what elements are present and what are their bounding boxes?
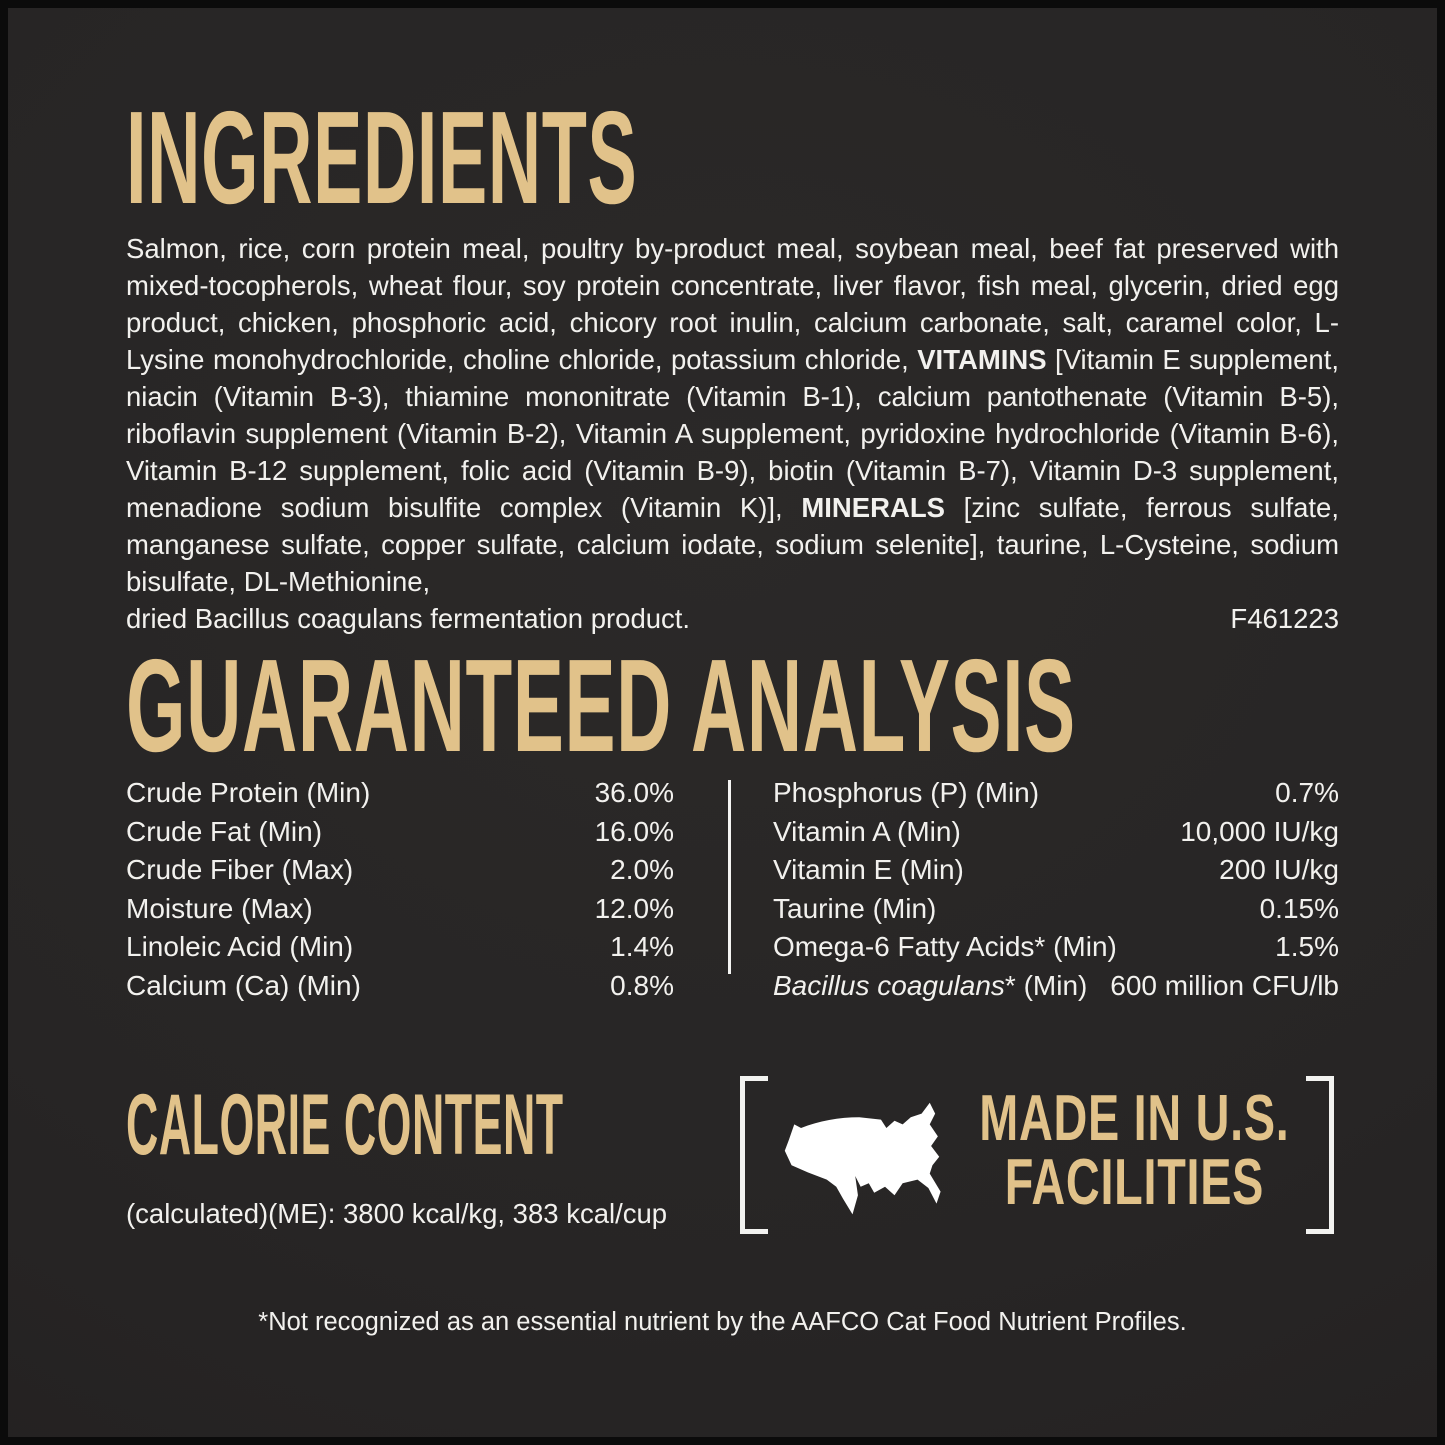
made-in-us-line1: MADE IN U.S. <box>979 1081 1290 1154</box>
analysis-row: Crude Fiber (Max) 2.0% <box>126 851 674 890</box>
usa-map-icon <box>784 1102 941 1215</box>
made-in-us-badge: MADE IN U.S. FACILITIES <box>732 1066 1344 1246</box>
ingredients-last-line: dried Bacillus coagulans fermentation pr… <box>126 600 1339 637</box>
analysis-label: Taurine (Min) <box>773 892 937 924</box>
analysis-row: Crude Protein (Min) 36.0% <box>126 774 674 813</box>
left-bracket-icon <box>740 1076 768 1234</box>
ingredients-body: Salmon, rice, corn protein meal, poultry… <box>126 230 1339 637</box>
analysis-row: Phosphorus (P) (Min) 0.7% <box>773 774 1339 813</box>
analysis-value: 36.0% <box>594 777 674 808</box>
calorie-content-text: (calculated)(ME): 3800 kcal/kg, 383 kcal… <box>126 1198 668 1229</box>
made-in-us-line2: FACILITIES <box>1004 1145 1265 1218</box>
right-bracket-icon <box>1306 1076 1334 1234</box>
analysis-label: Phosphorus (P) (Min) <box>773 777 1040 808</box>
analysis-row: Vitamin A (Min) 10,000 IU/kg <box>773 813 1339 852</box>
ingredients-heading: INGREDIENTS <box>126 84 638 231</box>
analysis-label: Vitamin A (Min) <box>773 815 961 847</box>
analysis-row: Taurine (Min) 0.15% <box>773 890 1339 929</box>
analysis-value: 16.0% <box>594 815 674 847</box>
formula-code: F461223 <box>1230 603 1339 634</box>
analysis-value: 0.15% <box>1259 892 1339 924</box>
analysis-label: Vitamin E (Min) <box>773 854 964 886</box>
analysis-value: 600 million CFU/lb <box>1110 969 1339 1001</box>
analysis-label: Linoleic Acid (Min) <box>126 931 354 963</box>
analysis-label: Calcium (Ca) (Min) <box>126 969 361 1001</box>
analysis-label: Bacillus coagulans* (Min) <box>773 969 1088 1001</box>
analysis-value: 1.5% <box>1275 931 1339 963</box>
analysis-row: Linoleic Acid (Min) 1.4% <box>126 928 674 967</box>
analysis-value: 0.8% <box>610 969 674 1001</box>
analysis-row: Vitamin E (Min) 200 IU/kg <box>773 851 1339 890</box>
analysis-row: Crude Fat (Min) 16.0% <box>126 813 674 852</box>
ingredients-last-line-text: dried Bacillus coagulans fermentation pr… <box>126 603 691 634</box>
analysis-value: 1.4% <box>610 931 674 963</box>
analysis-label: Crude Fat (Min) <box>126 815 323 847</box>
made-in-us-text: MADE IN U.S. FACILITIES <box>976 1081 1293 1218</box>
ingredients-text: Salmon, rice, corn protein meal, poultry… <box>126 233 1339 597</box>
analysis-label: Omega-6 Fatty Acids* (Min) <box>773 931 1117 963</box>
analysis-value: 200 IU/kg <box>1219 854 1339 886</box>
guaranteed-analysis-heading: GUARANTEED ANALYSIS <box>126 632 1076 779</box>
label-panel: INGREDIENTS Salmon, rice, corn protein m… <box>8 8 1437 1437</box>
aafco-footnote: *Not recognized as an essential nutrient… <box>258 1308 1187 1336</box>
calorie-content-heading: CALORIE CONTENT <box>126 1077 564 1173</box>
analysis-label: Crude Protein (Min) <box>126 777 371 808</box>
analysis-row: Bacillus coagulans* (Min) 600 million CFU… <box>773 967 1339 1006</box>
analysis-value: 10,000 IU/kg <box>1180 815 1339 847</box>
analysis-row: Omega-6 Fatty Acids* (Min) 1.5% <box>773 928 1339 967</box>
analysis-label: Moisture (Max) <box>126 892 313 924</box>
analysis-value: 0.7% <box>1275 777 1339 808</box>
column-divider <box>728 780 731 974</box>
guaranteed-analysis-left-column: Crude Protein (Min) 36.0% Crude Fat (Min) 1… <box>126 774 674 1006</box>
analysis-label: Crude Fiber (Max) <box>126 854 354 886</box>
analysis-value: 2.0% <box>610 854 674 886</box>
analysis-row: Calcium (Ca) (Min) 0.8% <box>126 967 674 1006</box>
guaranteed-analysis-right-column: Phosphorus (P) (Min) 0.7% Vitamin A (Min) 1… <box>773 774 1339 1006</box>
analysis-value: 12.0% <box>594 892 674 924</box>
analysis-row: Moisture (Max) 12.0% <box>126 890 674 929</box>
